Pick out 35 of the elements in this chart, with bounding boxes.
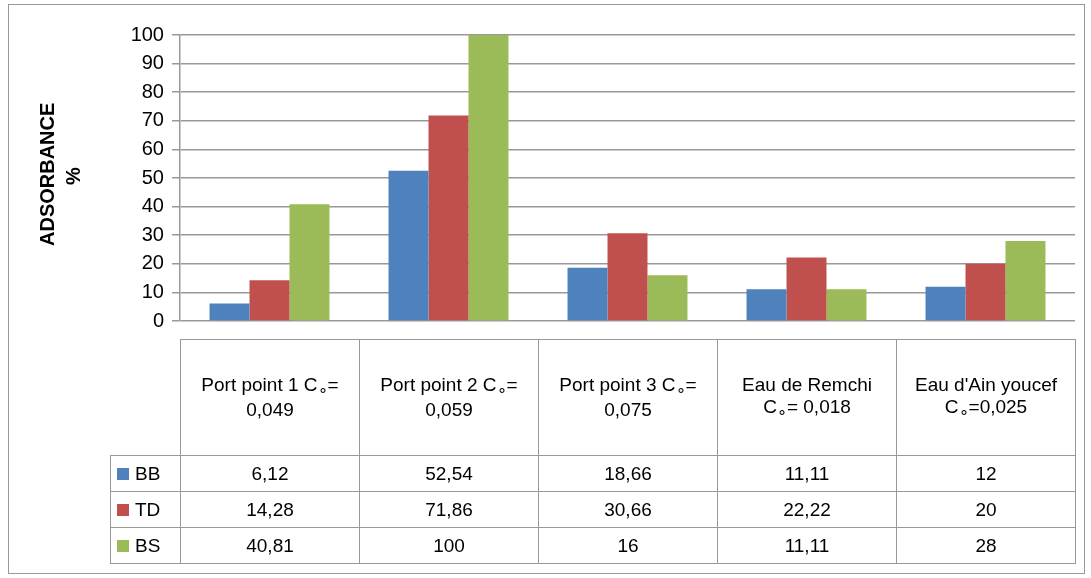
- data-label: 11,11: [717, 527, 897, 564]
- data-label: 28: [896, 527, 1076, 564]
- data-label: 30,66: [538, 491, 718, 528]
- data-label: 16: [538, 527, 718, 564]
- y-tick-label: 60: [141, 136, 164, 159]
- data-label: 18,66: [538, 455, 718, 492]
- y-tick-label: 10: [141, 279, 164, 302]
- x-tick-label: Eau de Remchi C$_{∘}$= 0,018: [717, 339, 897, 456]
- category-label: Port point 3 C$_{∘}$= 0,075: [559, 373, 697, 421]
- data-label: 14,28: [180, 491, 360, 528]
- data-label: 100: [359, 527, 539, 564]
- y-tick-label: 20: [141, 251, 164, 274]
- data-label: 6,12: [180, 455, 360, 492]
- legend-label: BS: [110, 527, 181, 564]
- y-tick-label: 30: [141, 222, 164, 245]
- y-tick-label: 80: [141, 79, 164, 102]
- y-tick-label: 100: [130, 22, 164, 45]
- y-axis-title: ADSORBANCE %: [35, 102, 85, 246]
- y-tick-label: 40: [141, 194, 164, 217]
- data-label: 22,22: [717, 491, 897, 528]
- x-tick-label: Eau d'Ain youcef C$_{∘}$=0,025: [896, 339, 1076, 456]
- data-label: 20: [896, 491, 1076, 528]
- category-label: Port point 1 C$_{∘}$= 0,049: [201, 373, 339, 421]
- data-label: 71,86: [359, 491, 539, 528]
- data-label: 11,11: [717, 455, 897, 492]
- legend-label: BB: [110, 455, 181, 492]
- legend-label: TD: [110, 491, 181, 528]
- y-tick-label: 50: [141, 165, 164, 188]
- y-tick-label: 90: [141, 51, 164, 74]
- data-label: 40,81: [180, 527, 360, 564]
- data-label: 52,54: [359, 455, 539, 492]
- y-tick-label: 70: [141, 108, 164, 131]
- data-label: 12: [896, 455, 1076, 492]
- category-label: Port point 2 C$_{∘}$= 0,059: [380, 373, 518, 421]
- y-tick-label: 0: [152, 308, 164, 331]
